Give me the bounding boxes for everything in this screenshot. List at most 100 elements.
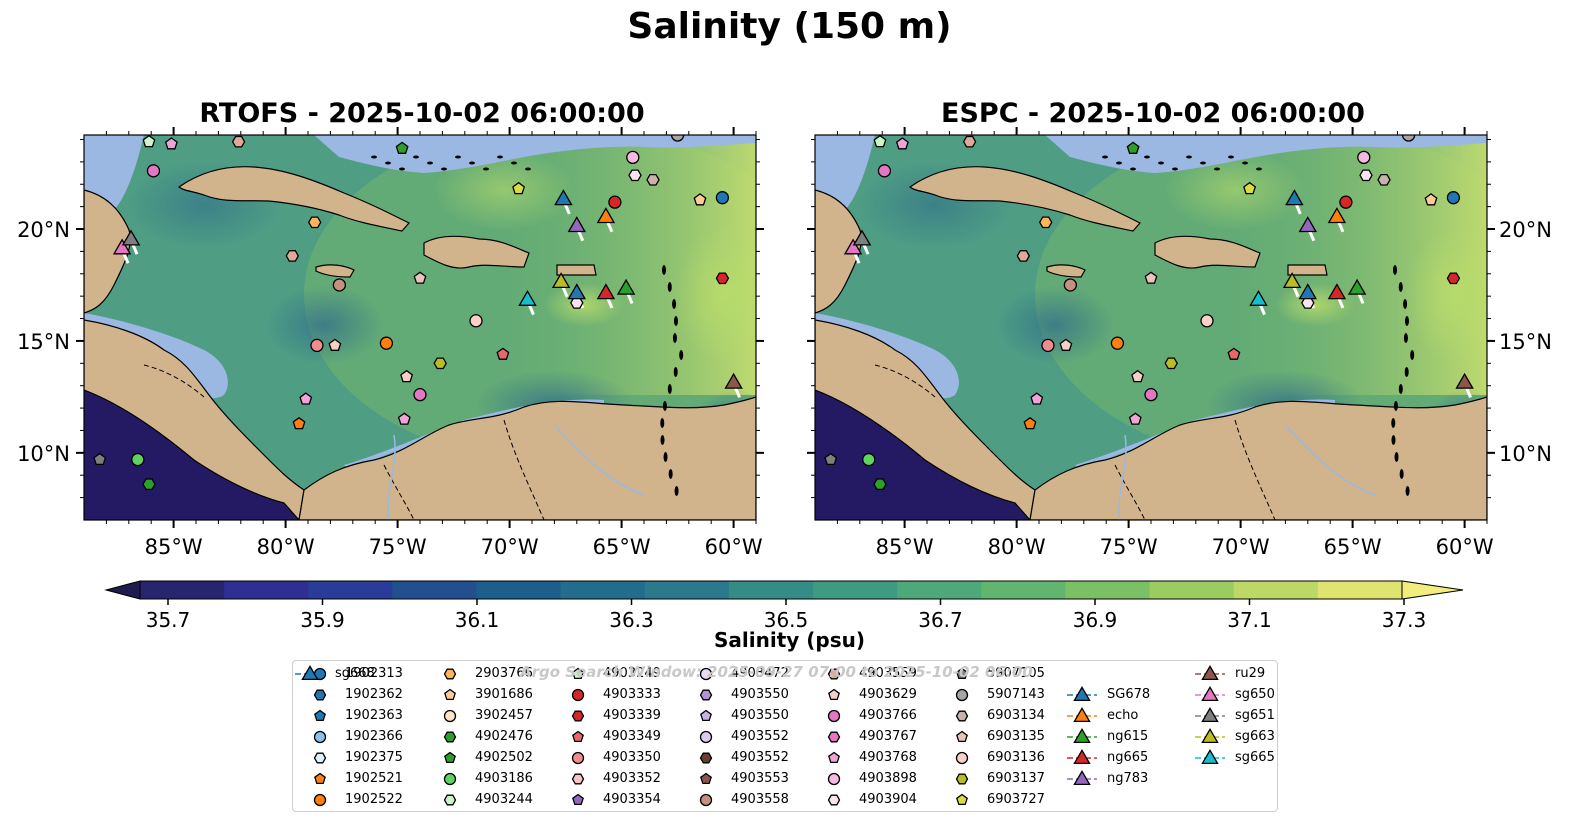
x-tick-label: 80°W [257,535,315,559]
legend-item: sg663 [1193,726,1323,747]
pacific-ocean [84,390,299,520]
legend-item: 5907105 [945,663,1075,684]
legend-glyph [1201,686,1219,702]
legend-label: 3902457 [475,708,533,723]
legend-label: 5907105 [987,666,1045,681]
river [387,424,645,520]
legend-item: ru29 [1193,663,1323,684]
legend-label: 4903550 [731,687,789,702]
legend-marker-hexagon [313,689,327,701]
argo-float-6903137 [1164,357,1178,370]
y-tick-label: 20°N [1499,218,1552,242]
legend-label: ng783 [1107,771,1149,786]
lesser-antilles-island [1398,384,1403,394]
legend-glyph [1073,686,1091,702]
colorbar-tick-label: 36.1 [455,608,500,632]
glider-ng615 [1347,278,1367,295]
colorbar-tick-label: 35.9 [300,608,345,632]
colorbar-tick-label: 36.5 [764,608,809,632]
legend-item: 1902521 [303,768,433,789]
argo-float-1902313 [715,191,730,205]
glider-sg650 [112,238,132,255]
lesser-antilles-island [1391,418,1396,428]
argo-float-6903134 [1377,173,1391,186]
glider-sg668 [567,283,587,300]
lesser-antilles-island [674,486,679,496]
argo-float-4903898 [626,150,640,165]
argo-float-5907105 [93,452,107,466]
legend-item: 4903553 [689,768,819,789]
bahamas-island [1242,161,1248,165]
legend-label: 4903354 [603,792,661,807]
lesser-antilles-island [1394,452,1399,462]
legend-marker-circle [313,730,327,744]
legend-item: 6903134 [945,705,1075,726]
glider-ng665 [1327,283,1347,300]
legend-marker-triangle [1195,665,1225,681]
legend-item: 4903552 [689,726,819,747]
legend-glyph [444,751,456,764]
argo-float-2903766 [1038,216,1053,229]
legend-item: 1902375 [303,747,433,768]
legend-item: sg651 [1193,705,1323,726]
colorbar-segment [728,581,814,599]
legend-item: 4903552 [689,747,819,768]
legend-label: ng665 [1107,750,1149,765]
argo-float-1902522 [379,336,394,350]
legend-label: 6903137 [987,771,1045,786]
legend-label: sg663 [1235,729,1275,744]
argo-float-4903629 [328,338,342,351]
colorbar-segment [981,581,1066,599]
bahamas-island [1144,155,1150,159]
x-tick-label: 75°W [369,535,427,559]
legend-glyph [1201,728,1219,744]
legend-marker-pentagon [314,772,326,785]
legend-marker-circle [699,730,713,744]
legend-glyph [699,752,713,764]
legend-marker-pentagon [956,667,968,680]
legend-marker-pentagon [700,709,712,722]
argo-float-2903766 [307,216,322,229]
legend-marker-triangle [1195,749,1225,765]
legend-marker-circle [443,772,457,786]
glider-sg665 [1249,290,1268,306]
y-tick-label: 10°N [17,442,70,466]
glider-sg678 [554,189,573,206]
legend-item: 2903766 [433,663,563,684]
x-tick-label: 65°W [1324,535,1382,559]
legend-marker-circle [313,793,327,807]
legend-marker-pentagon [828,688,840,701]
y-tick-label: 10°N [1499,442,1552,466]
glider-sg663 [1282,272,1302,289]
legend-label: 1902362 [345,687,403,702]
legend-glyph [699,689,713,701]
legend-item: 4903354 [561,789,691,810]
colorbar-label: Salinity (psu) [713,628,865,652]
argo-float-4903186 [862,452,876,467]
legend-marker-circle [571,751,585,765]
legend-label: 4902476 [475,729,533,744]
hispaniola-land [1154,235,1261,269]
legend-marker-circle [699,793,713,807]
legend-glyph [443,668,457,680]
legend-label: 4903350 [603,750,661,765]
legend-label: 6903136 [987,750,1045,765]
colorbar-segment [224,581,309,599]
legend-marker-hexagon [827,731,841,743]
salinity-max-patch [674,225,756,365]
glider-sg668 [1298,283,1318,300]
legend-item: 6903135 [945,726,1075,747]
legend-marker-pentagon [956,793,968,806]
legend-item: 1902366 [303,726,433,747]
colorbar-segment [813,581,898,599]
legend-marker-hexagon [827,668,841,680]
legend-item: 4903768 [817,747,947,768]
legend-glyph [572,793,584,806]
map-panel-rtofs: 85°W 80°W 75°W 70°W 65°W 60°W 20°N 15°N 10°N [17,127,764,559]
argo-float-4903249 [873,135,887,148]
bahamas-island [1116,161,1122,165]
legend-label: 6903135 [987,729,1045,744]
legend-marker-hexagon [955,710,969,722]
legend-label: 4903352 [603,771,661,786]
colorbar-segment [644,581,730,599]
